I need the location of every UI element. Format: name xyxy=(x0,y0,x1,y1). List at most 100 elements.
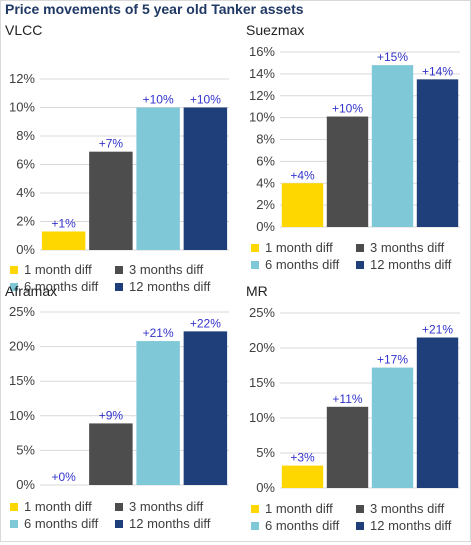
legend-label: 3 months diff xyxy=(129,262,204,277)
legend-item-1-month-diff: 1 month diff xyxy=(251,501,333,516)
data-label: +3% xyxy=(290,451,315,465)
y-tick-label: 12% xyxy=(249,88,275,103)
data-label: +10% xyxy=(143,93,174,107)
y-tick-label: 2% xyxy=(16,214,35,229)
chart-svg: 0% 2% 4% 6% 8% 10% 12% 14% 16% +4% +10% +15% +14% xyxy=(249,44,460,234)
y-tick-label: 15% xyxy=(249,375,275,390)
legend-item-6-months-diff: 6 months diff xyxy=(251,257,339,272)
y-tick-label: 15% xyxy=(9,373,35,388)
data-label: +22% xyxy=(190,316,221,330)
legend-label: 12 months diff xyxy=(129,279,211,294)
legend-label: 1 month diff xyxy=(24,499,92,514)
legend-item-1-month-diff: 1 month diff xyxy=(10,499,92,514)
chart-svg: 0% 2% 4% 6% 8% 10% 12% +1% +7% +10% +10% xyxy=(9,71,229,257)
legend-label: 3 months diff xyxy=(129,499,204,514)
legend-label: 1 month diff xyxy=(265,240,333,255)
legend-swatch xyxy=(356,260,364,269)
chart-title: VLCC xyxy=(5,22,43,38)
legend-swatch xyxy=(10,519,18,528)
legend-item-6-months-diff: 6 months diff xyxy=(251,518,339,533)
legend-swatch xyxy=(356,521,364,530)
data-label: +10% xyxy=(332,102,363,116)
bar-12-months-diff xyxy=(416,337,459,488)
data-label: +0% xyxy=(51,470,76,484)
bar-3-months-diff xyxy=(89,423,133,485)
data-label: +9% xyxy=(99,408,124,422)
y-tick-label: 25% xyxy=(9,304,35,319)
legend-label: 6 months diff xyxy=(265,257,340,272)
y-tick-label: 4% xyxy=(256,175,275,190)
chart-panel-mr: MR 0% 5% 10% 15% 20% 25% +3% +11% +17% +21% 1 month… xyxy=(246,283,471,545)
legend-label: 3 months diff xyxy=(370,501,445,516)
legend-label: 12 months diff xyxy=(370,257,452,272)
legend-swatch xyxy=(10,282,18,291)
chart-title: MR xyxy=(246,283,268,299)
y-tick-label: 6% xyxy=(256,153,275,168)
legend-swatch xyxy=(10,502,18,511)
legend-item-6-months-diff: 6 months diff xyxy=(10,279,98,294)
y-tick-label: 20% xyxy=(249,340,275,355)
legend-item-1-month-diff: 1 month diff xyxy=(251,240,333,255)
y-tick-label: 14% xyxy=(249,66,275,81)
legend-item-3-months-diff: 3 months diff xyxy=(115,262,203,277)
data-label: +11% xyxy=(332,392,362,406)
bar-6-months-diff xyxy=(136,341,180,485)
bar-1-month-diff xyxy=(281,183,324,227)
data-label: +21% xyxy=(143,326,174,340)
y-tick-label: 5% xyxy=(16,442,35,457)
bar-1-month-diff xyxy=(41,231,86,250)
legend-swatch xyxy=(115,519,123,528)
y-tick-label: 0% xyxy=(16,242,35,257)
bar-3-months-diff xyxy=(89,151,133,250)
legend-label: 12 months diff xyxy=(129,516,211,531)
y-tick-label: 10% xyxy=(249,410,275,425)
y-tick-label: 12% xyxy=(9,71,35,86)
legend-label: 3 months diff xyxy=(370,240,445,255)
legend-label: 6 months diff xyxy=(24,516,99,531)
legend-item-12-months-diff: 12 months diff xyxy=(356,257,451,272)
y-tick-label: 16% xyxy=(249,44,275,59)
bar-6-months-diff xyxy=(136,107,180,250)
chart-panel-aframax: Aframax 0% 5% 10% 15% 20% 25% +0% +9% +21% +22% 1 m… xyxy=(5,283,230,545)
y-tick-label: 25% xyxy=(249,305,275,320)
bar-12-months-diff xyxy=(183,331,228,485)
y-tick-label: 10% xyxy=(249,110,275,125)
chart-title: Aframax xyxy=(5,283,58,299)
legend-label: 1 month diff xyxy=(265,501,333,516)
chart-legend: 1 month diff 3 months diff 6 months diff 12… xyxy=(5,262,230,298)
legend-label: 1 month diff xyxy=(24,262,92,277)
data-label: +15% xyxy=(377,50,408,64)
legend-swatch xyxy=(10,265,18,274)
y-tick-label: 8% xyxy=(256,132,275,147)
y-tick-label: 2% xyxy=(256,197,275,212)
y-tick-label: 6% xyxy=(16,157,35,172)
legend-swatch xyxy=(251,243,259,252)
chart-svg: 0% 5% 10% 15% 20% 25% +0% +9% +21% +22% xyxy=(9,304,229,492)
legend-label: 6 months diff xyxy=(265,518,340,533)
y-tick-label: 8% xyxy=(16,128,35,143)
bar-12-months-diff xyxy=(416,79,459,227)
data-label: +17% xyxy=(377,353,408,367)
legend-swatch xyxy=(251,260,259,269)
legend-swatch xyxy=(356,243,364,252)
data-label: +4% xyxy=(290,168,315,182)
y-tick-label: 5% xyxy=(256,445,275,460)
chart-title: Suezmax xyxy=(246,22,305,38)
legend-item-3-months-diff: 3 months diff xyxy=(356,240,444,255)
legend-item-3-months-diff: 3 months diff xyxy=(356,501,444,516)
data-label: +21% xyxy=(422,323,453,337)
chart-legend: 1 month diff 3 months diff 6 months diff 12… xyxy=(246,501,471,537)
data-label: +14% xyxy=(422,64,453,78)
bar-6-months-diff xyxy=(371,367,414,488)
chart-panel-vlcc: VLCC 0% 2% 4% 6% 8% 10% 12% +1% +7% +10% +10% 1 mont… xyxy=(5,22,230,294)
bar-12-months-diff xyxy=(183,107,228,250)
figure-title: Price movements of 5 year old Tanker ass… xyxy=(5,1,304,17)
chart-legend: 1 month diff 3 months diff 6 months diff 12… xyxy=(5,499,230,535)
legend-swatch xyxy=(251,521,259,530)
chart-legend: 1 month diff 3 months diff 6 months diff 12… xyxy=(246,240,471,276)
y-tick-label: 20% xyxy=(9,339,35,354)
data-label: +10% xyxy=(190,93,221,107)
bar-3-months-diff xyxy=(326,116,369,227)
chart-panel-suezmax: Suezmax 0% 2% 4% 6% 8% 10% 12% 14% 16% +4% +10% +15%… xyxy=(246,22,471,284)
legend-swatch xyxy=(356,504,364,513)
